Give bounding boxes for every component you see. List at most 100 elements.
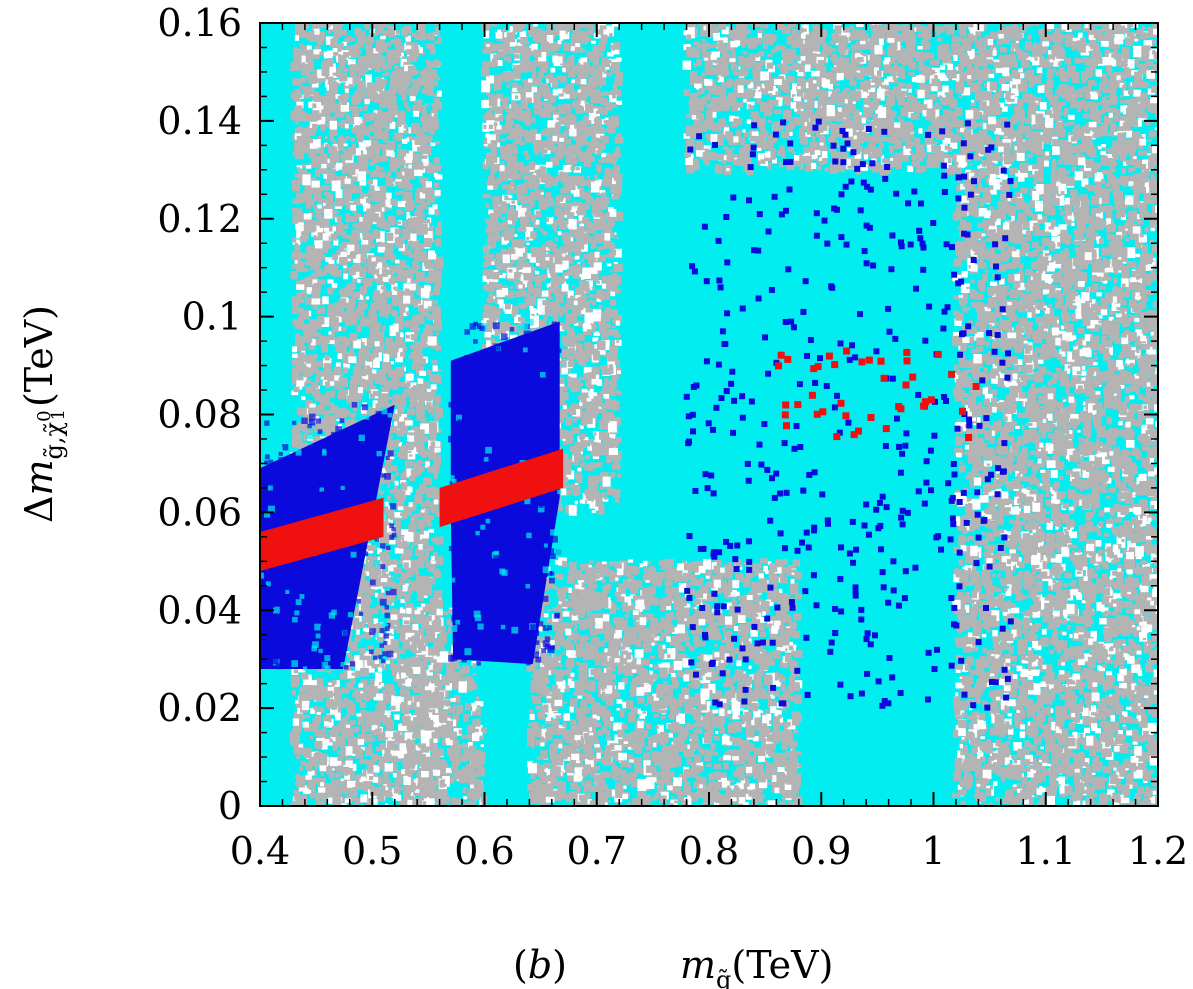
- grey-point: [308, 363, 317, 374]
- grey-point: [326, 766, 333, 775]
- grey-point: [297, 192, 306, 203]
- grey-point: [387, 484, 391, 488]
- white-gap: [412, 140, 421, 152]
- grey-point: [426, 381, 430, 385]
- grey-point: [316, 436, 321, 439]
- grey-point: [374, 213, 379, 218]
- grey-point: [295, 251, 302, 258]
- grey-point: [325, 391, 330, 395]
- white-gap: [397, 506, 404, 511]
- white-gap: [514, 234, 518, 237]
- grey-point: [433, 375, 442, 384]
- grey-point: [342, 224, 349, 230]
- grey-point: [428, 405, 434, 414]
- grey-point: [315, 168, 321, 175]
- white-gap: [386, 148, 394, 157]
- grey-point: [348, 106, 355, 110]
- grey-point: [375, 746, 382, 752]
- grey-point: [294, 304, 299, 307]
- white-gap: [352, 753, 356, 756]
- grey-point: [360, 759, 368, 765]
- grey-point: [410, 508, 414, 512]
- grey-point: [314, 678, 324, 689]
- grey-point: [300, 252, 310, 259]
- grey-point: [396, 208, 403, 215]
- grey-point: [379, 171, 383, 175]
- grey-point: [294, 243, 299, 247]
- white-gap: [399, 348, 403, 352]
- grey-point: [304, 714, 311, 719]
- white-gap: [432, 204, 438, 210]
- grey-point: [426, 84, 432, 89]
- grey-point: [356, 324, 362, 333]
- grey-point: [329, 136, 334, 142]
- grey-point: [327, 730, 332, 734]
- grey-point: [411, 322, 419, 332]
- grey-point: [296, 298, 305, 304]
- white-gap: [385, 199, 392, 208]
- grey-point: [323, 793, 329, 798]
- grey-point: [387, 363, 392, 368]
- white-gap: [345, 82, 350, 86]
- grey-point: [293, 144, 302, 152]
- white-gap: [385, 192, 392, 199]
- grey-point: [421, 450, 430, 458]
- grey-point: [414, 340, 424, 349]
- grey-point: [325, 416, 333, 422]
- white-gap: [345, 760, 353, 767]
- grey-point: [387, 109, 392, 116]
- white-gap: [421, 603, 426, 607]
- grey-point: [385, 337, 393, 349]
- grey-point: [395, 265, 403, 272]
- grey-point: [375, 165, 380, 170]
- grey-point: [383, 80, 387, 84]
- grey-point: [410, 515, 415, 521]
- grey-point: [390, 782, 394, 786]
- white-gap: [309, 278, 318, 285]
- grey-point: [365, 149, 374, 159]
- grey-point: [393, 286, 398, 290]
- grey-point: [314, 407, 321, 413]
- grey-point: [362, 318, 371, 327]
- grey-point: [325, 108, 332, 114]
- grey-point: [296, 88, 302, 96]
- white-gap: [420, 288, 430, 299]
- white-gap: [365, 360, 373, 370]
- white-gap: [380, 683, 384, 687]
- grey-point: [306, 224, 315, 233]
- grey-point: [402, 364, 406, 369]
- white-gap: [374, 592, 379, 598]
- grey-point: [313, 706, 318, 710]
- grey-point: [376, 636, 383, 643]
- grey-point: [367, 625, 371, 628]
- grey-point: [421, 575, 431, 587]
- white-gap: [360, 776, 366, 780]
- grey-point: [403, 167, 407, 171]
- white-gap: [325, 718, 334, 728]
- grey-point: [361, 316, 367, 320]
- grey-point: [299, 442, 308, 450]
- white-gap: [376, 285, 384, 293]
- grey-point: [373, 717, 381, 727]
- grey-point: [408, 570, 414, 577]
- white-gap: [377, 262, 383, 269]
- grey-point: [291, 251, 300, 261]
- grey-point: [437, 39, 442, 44]
- white-gap: [405, 420, 413, 426]
- white-gap: [409, 283, 416, 291]
- grey-point: [485, 203, 490, 208]
- grey-point: [420, 333, 426, 341]
- grey-point: [367, 367, 373, 374]
- white-gap: [385, 731, 394, 738]
- grey-point: [429, 274, 439, 280]
- grey-point: [346, 689, 350, 693]
- grey-point: [340, 779, 349, 789]
- white-gap: [336, 162, 343, 170]
- grey-point: [343, 367, 349, 374]
- grey-point: [332, 680, 337, 685]
- grey-point: [597, 29, 601, 35]
- grey-point: [341, 761, 348, 766]
- white-gap: [344, 123, 349, 129]
- grey-point: [397, 272, 401, 278]
- grey-point: [425, 117, 433, 127]
